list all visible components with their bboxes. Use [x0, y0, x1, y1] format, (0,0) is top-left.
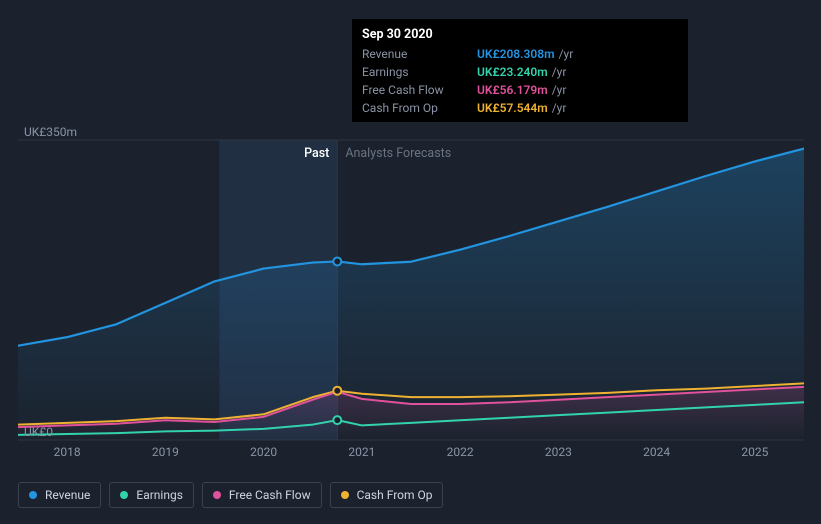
legend-dot-icon [213, 491, 221, 499]
x-axis-label: 2019 [152, 445, 179, 459]
legend-label: Cash From Op [357, 488, 433, 502]
tooltip-row: EarningsUK£23.240m/yr [362, 63, 678, 81]
legend-label: Free Cash Flow [229, 488, 311, 502]
legend-item[interactable]: Cash From Op [330, 482, 444, 508]
tooltip-metric-label: Cash From Op [362, 101, 477, 115]
tooltip-metric-suffix: /yr [552, 101, 567, 115]
tooltip-row: Free Cash FlowUK£56.179m/yr [362, 81, 678, 99]
legend-label: Earnings [136, 488, 183, 502]
tooltip-row: RevenueUK£208.308m/yr [362, 45, 678, 63]
y-axis-label: UK£0 [24, 425, 53, 439]
x-axis-label: 2020 [250, 445, 277, 459]
forecast-label: Analysts Forecasts [345, 146, 451, 161]
x-axis-label: 2022 [447, 445, 474, 459]
tooltip-metric-suffix: /yr [559, 47, 574, 61]
x-axis-label: 2024 [643, 445, 670, 459]
x-axis-label: 2025 [741, 445, 768, 459]
tooltip-metric-label: Revenue [362, 47, 477, 61]
tooltip-metric-value: UK£208.308m [477, 47, 555, 61]
legend-dot-icon [120, 491, 128, 499]
legend-label: Revenue [45, 488, 90, 502]
tooltip-metric-value: UK£57.544m [477, 101, 548, 115]
past-label: Past [304, 146, 329, 161]
tooltip-row: Cash From OpUK£57.544m/yr [362, 99, 678, 117]
tooltip-metric-value: UK£56.179m [477, 83, 548, 97]
tooltip-metric-value: UK£23.240m [477, 65, 548, 79]
legend-item[interactable]: Earnings [109, 482, 194, 508]
legend-dot-icon [341, 491, 349, 499]
tooltip-title: Sep 30 2020 [362, 24, 678, 45]
x-axis-label: 2021 [348, 445, 375, 459]
legend-item[interactable]: Free Cash Flow [202, 482, 322, 508]
tooltip-metric-suffix: /yr [552, 83, 567, 97]
x-axis-label: 2023 [545, 445, 572, 459]
tooltip-metric-label: Free Cash Flow [362, 83, 477, 97]
tooltip-metric-label: Earnings [362, 65, 477, 79]
chart-tooltip: Sep 30 2020 RevenueUK£208.308m/yrEarning… [352, 19, 688, 122]
x-axis-label: 2018 [54, 445, 81, 459]
chart-legend: Revenue Earnings Free Cash Flow Cash From O… [18, 482, 443, 508]
tooltip-metric-suffix: /yr [552, 65, 567, 79]
legend-dot-icon [29, 491, 37, 499]
y-axis-label: UK£350m [24, 125, 77, 139]
legend-item[interactable]: Revenue [18, 482, 101, 508]
